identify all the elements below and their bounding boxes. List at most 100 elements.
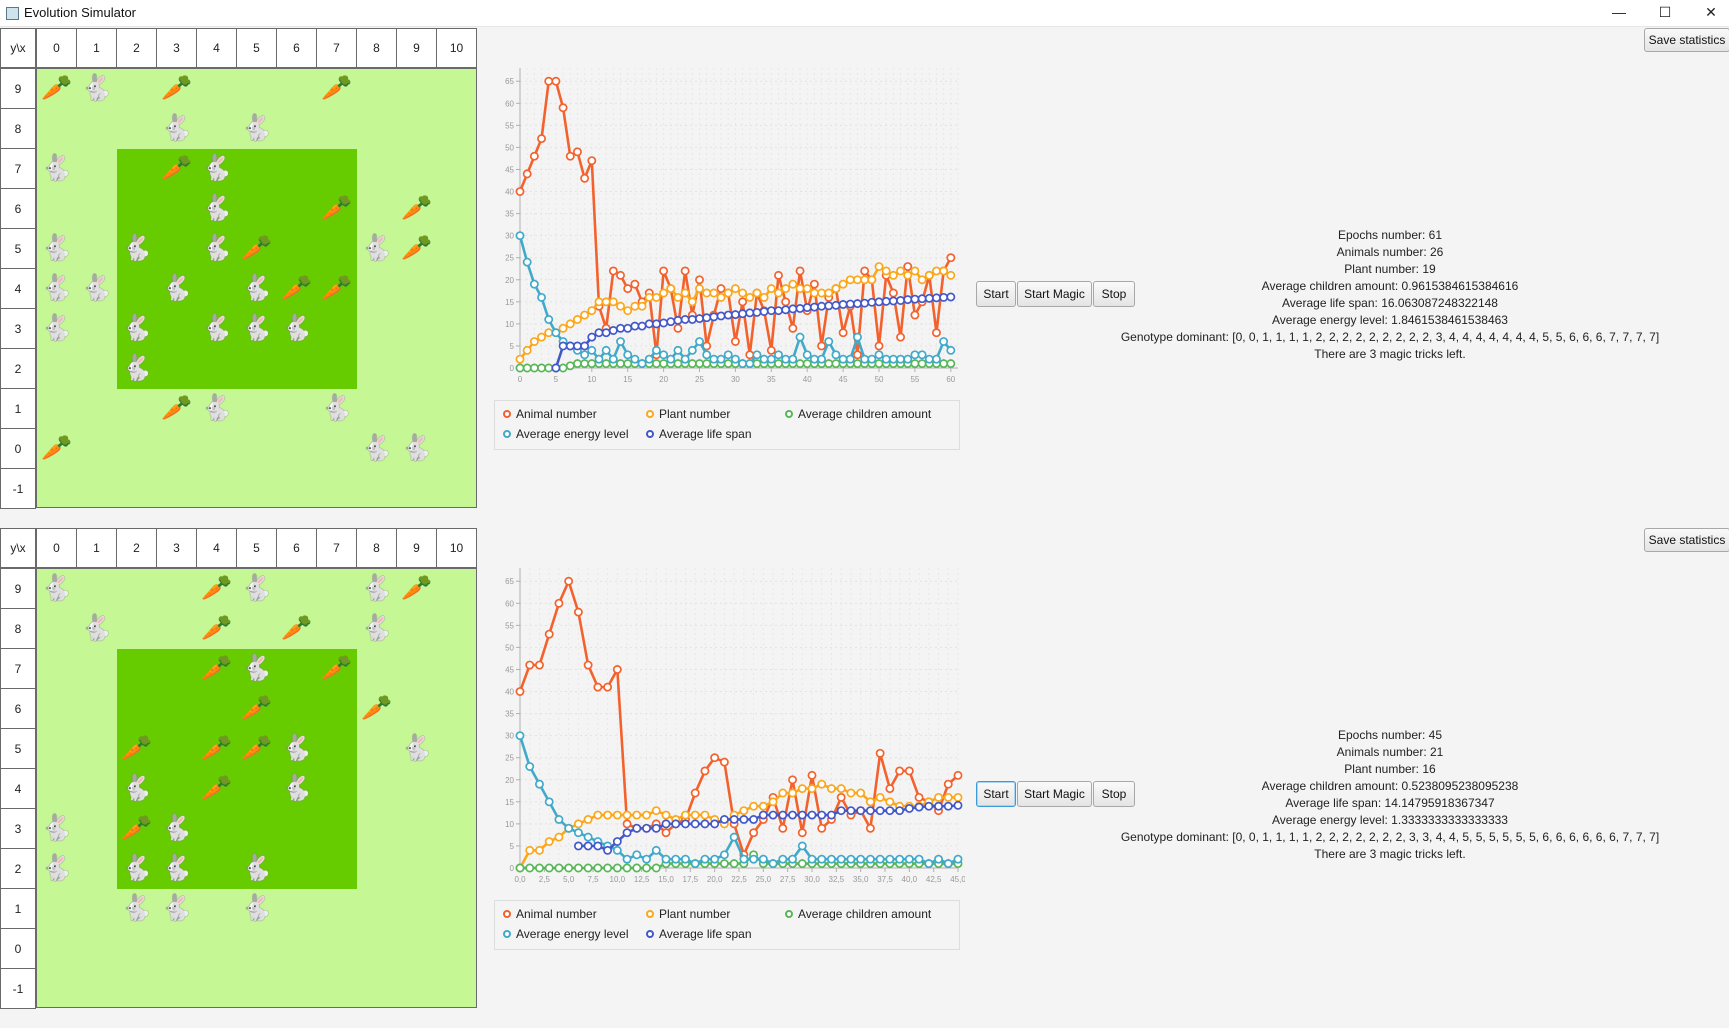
data-point: [601, 359, 611, 369]
data-point: [587, 306, 597, 316]
data-point: [612, 845, 622, 855]
x-axis-label: 2: [116, 28, 157, 68]
y-tick-label: 55: [505, 121, 514, 130]
data-point: [838, 300, 848, 309]
data-point: [867, 297, 877, 307]
x-axis-label: 4: [196, 528, 237, 568]
maximize-button[interactable]: ☐: [1658, 4, 1672, 20]
x-axis-label: 9: [396, 28, 437, 68]
x-tick-label: 17,5: [683, 875, 699, 884]
data-point: [709, 288, 719, 298]
legend-item: Average children amount: [785, 407, 931, 421]
rabbit-icon: 🐇: [161, 814, 193, 842]
carrot-icon: 🥕: [361, 694, 393, 722]
data-point: [946, 345, 956, 355]
data-point: [515, 231, 525, 241]
data-point: [603, 810, 613, 820]
data-point: [934, 792, 943, 802]
data-point: [924, 859, 934, 869]
start-magic-button[interactable]: Start Magic: [1017, 281, 1092, 307]
data-point: [795, 359, 805, 369]
data-point: [593, 682, 603, 692]
y-axis-label: 9: [0, 68, 36, 109]
data-point: [710, 753, 720, 763]
stop-button[interactable]: Stop: [1093, 781, 1135, 807]
average-energy-level: Average energy level: 1.3333333333333333: [1272, 813, 1508, 827]
start-magic-button[interactable]: Start Magic: [1017, 781, 1092, 807]
y-tick-label: 0: [510, 364, 515, 373]
data-point: [587, 332, 597, 342]
data-point: [612, 863, 622, 873]
y-tick-label: 10: [505, 820, 514, 829]
x-axis-label: 4: [196, 28, 237, 68]
grid-corner-label: y\x: [0, 528, 36, 568]
data-point: [637, 359, 647, 369]
data-point: [630, 321, 640, 331]
data-point: [874, 262, 884, 271]
data-point: [759, 307, 769, 316]
data-point: [558, 341, 568, 351]
data-point: [573, 841, 583, 851]
save-statistics-button[interactable]: Save statistics: [1644, 28, 1729, 52]
data-point: [749, 815, 759, 824]
data-point: [603, 845, 613, 855]
data-point: [943, 779, 953, 789]
y-axis-label: 8: [0, 608, 36, 649]
x-tick-label: 5: [554, 375, 559, 384]
minimize-button[interactable]: —: [1612, 4, 1626, 20]
data-point: [622, 810, 632, 820]
data-point: [953, 792, 963, 802]
genotype-dominant: Genotype dominant: [0, 0, 1, 1, 1, 1, 2,…: [1120, 830, 1660, 844]
x-axis-label: 5: [236, 28, 277, 68]
x-axis-label: 6: [276, 528, 317, 568]
data-point: [914, 792, 924, 802]
data-point: [616, 337, 625, 346]
x-tick-label: 30,0: [804, 875, 820, 884]
data-point: [710, 819, 720, 829]
data-point: [573, 863, 583, 873]
save-statistics-button[interactable]: Save statistics: [1644, 528, 1729, 552]
carrot-icon: 🥕: [161, 394, 193, 422]
data-point: [729, 859, 739, 869]
world-field: 🥕 🥕 🥕 🥕 🥕 🥕 🥕 🥕 🥕 🥕 🥕 🥕 🥕 🐇 🐇 🐇 🐇 🐇 🐇 🐇 🐇 🐇 🐇 🐇 🐇 🐇 🐇 🐇 🐇 🐇 🐇 🐇: [36, 568, 477, 1008]
data-point: [817, 354, 827, 364]
data-point: [690, 819, 700, 829]
data-point: [709, 354, 719, 364]
data-point: [865, 806, 875, 816]
data-point: [953, 800, 963, 810]
close-button[interactable]: ✕: [1705, 4, 1717, 20]
data-point: [661, 854, 671, 864]
legend-item: Average life span: [646, 927, 752, 941]
x-axis-label: 1: [76, 528, 117, 568]
rabbit-icon: 🐇: [281, 774, 313, 802]
data-point: [515, 354, 525, 364]
data-point: [745, 359, 755, 369]
data-point: [608, 354, 618, 364]
data-point: [836, 792, 846, 802]
data-point: [695, 337, 704, 346]
data-point: [797, 841, 807, 851]
data-point: [788, 304, 798, 314]
data-point: [797, 828, 807, 838]
legend-label: Average energy level: [516, 927, 629, 941]
x-tick-label: 27,5: [780, 875, 796, 884]
start-button[interactable]: Start: [976, 281, 1016, 307]
rabbit-icon: 🐇: [161, 894, 193, 922]
window-title: Evolution Simulator: [24, 5, 136, 20]
y-tick-label: 5: [510, 342, 515, 351]
start-button[interactable]: Start: [976, 781, 1016, 807]
data-point: [623, 284, 633, 294]
data-point: [661, 810, 671, 820]
rabbit-icon: 🐇: [241, 574, 273, 602]
epochs-number: Epochs number: 61: [1337, 228, 1443, 242]
data-point: [729, 832, 739, 842]
data-point: [853, 299, 862, 309]
data-point: [594, 354, 604, 364]
stop-button[interactable]: Stop: [1093, 281, 1135, 307]
data-point: [529, 151, 539, 161]
data-point: [943, 859, 953, 869]
data-point: [745, 308, 755, 318]
data-point: [827, 810, 836, 820]
data-point: [824, 288, 834, 298]
data-point: [809, 288, 819, 298]
